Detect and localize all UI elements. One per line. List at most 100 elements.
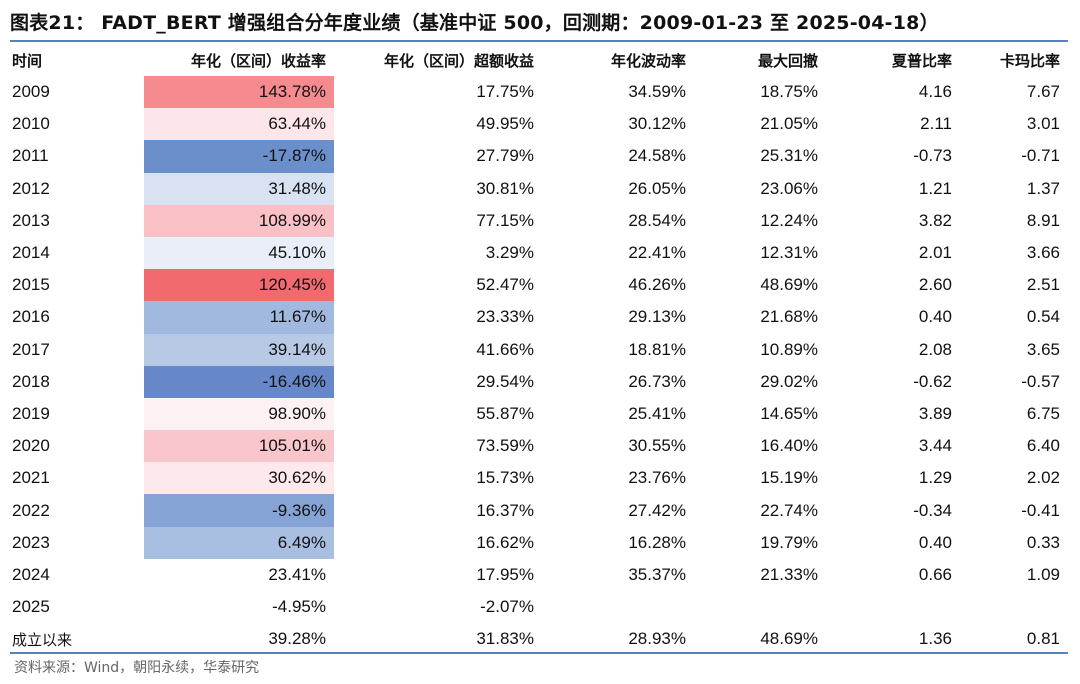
cell-calmar-ratio: -0.41 [1021, 500, 1060, 520]
bottom-rule [10, 652, 1068, 654]
table-row: 2012 31.48% 30.81% 26.05% 23.06% 1.21 1.37 [10, 172, 1068, 205]
cell-sharpe-ratio: -0.62 [913, 371, 952, 391]
cell-calmar-ratio: 8.91 [1026, 210, 1060, 230]
cell-annual-excess-return: 17.95% [476, 564, 534, 584]
cell-annual-return: 39.28% [268, 629, 326, 649]
cell-sharpe-ratio: 2.01 [918, 243, 952, 263]
cell-sharpe-ratio: 0.40 [918, 307, 952, 327]
table-row: 2021 30.62% 15.73% 23.76% 15.19% 1.29 2.02 [10, 462, 1068, 495]
cell-year: 2025 [12, 597, 50, 617]
cell-calmar-ratio: 6.40 [1026, 436, 1060, 456]
table-row: 2018 -16.46% 29.54% 26.73% 29.02% -0.62 -0.57 [10, 365, 1068, 398]
table-row: 2017 39.14% 41.66% 18.81% 10.89% 2.08 3.65 [10, 333, 1068, 366]
cell-calmar-ratio: 1.37 [1026, 178, 1060, 198]
cell-year: 2010 [12, 114, 50, 134]
header-row: 时间 年化（区间）收益率 年化（区间）超额收益 年化波动率 最大回撤 夏普比率 … [10, 44, 1068, 76]
cell-annual-volatility: 26.73% [628, 371, 686, 391]
cell-annual-volatility: 26.05% [628, 178, 686, 198]
cell-year: 2020 [12, 436, 50, 456]
table-row: 2016 11.67% 23.33% 29.13% 21.68% 0.40 0.54 [10, 301, 1068, 334]
cell-max-drawdown: 16.40% [760, 436, 818, 456]
cell-annual-excess-return: 77.15% [476, 210, 534, 230]
cell-annual-excess-return: 31.83% [476, 629, 534, 649]
cell-annual-excess-return: 16.37% [476, 500, 534, 520]
cell-year: 2018 [12, 371, 50, 391]
cell-annual-excess-return: 15.73% [476, 468, 534, 488]
cell-max-drawdown: 22.74% [760, 500, 818, 520]
cell-year: 2014 [12, 243, 50, 263]
cell-annual-return: 105.01% [144, 430, 334, 463]
header-annual-excess-return: 年化（区间）超额收益 [383, 51, 534, 70]
cell-year: 2009 [12, 82, 50, 102]
table-row: 2013 108.99% 77.15% 28.54% 12.24% 3.82 8.91 [10, 204, 1068, 237]
cell-annual-excess-return: 55.87% [476, 403, 534, 423]
cell-calmar-ratio: 2.51 [1026, 275, 1060, 295]
cell-year: 2021 [12, 468, 50, 488]
summary-row: 成立以来 39.28% 31.83% 28.93% 48.69% 1.36 0.81 [10, 623, 1068, 655]
top-rule [10, 40, 1068, 42]
cell-max-drawdown [694, 591, 826, 623]
cell-sharpe-ratio: -0.34 [913, 500, 952, 520]
cell-sharpe-ratio: 3.82 [918, 210, 952, 230]
cell-year: 2013 [12, 210, 50, 230]
table-row: 2015 120.45% 52.47% 46.26% 48.69% 2.60 2.51 [10, 269, 1068, 302]
cell-annual-return: 23.41% [268, 564, 326, 584]
cell-annual-return: 98.90% [144, 397, 334, 431]
cell-calmar-ratio [960, 591, 1068, 623]
cell-annual-volatility: 27.42% [628, 500, 686, 520]
cell-annual-excess-return: 27.79% [476, 146, 534, 166]
cell-annual-excess-return: 41.66% [476, 339, 534, 359]
cell-annual-volatility: 34.59% [628, 82, 686, 102]
cell-annual-volatility: 18.81% [628, 339, 686, 359]
cell-max-drawdown: 21.33% [760, 564, 818, 584]
cell-annual-excess-return: 23.33% [476, 307, 534, 327]
cell-year: 2016 [12, 307, 50, 327]
cell-sharpe-ratio: 1.36 [918, 629, 952, 649]
cell-annual-return: -4.95% [272, 597, 326, 617]
cell-annual-volatility: 24.58% [628, 146, 686, 166]
cell-sharpe-ratio: 1.21 [918, 178, 952, 198]
cell-annual-return: 45.10% [144, 236, 334, 270]
cell-annual-volatility: 35.37% [628, 564, 686, 584]
table-row: 2009 143.78% 17.75% 34.59% 18.75% 4.16 7.67 [10, 76, 1068, 109]
cell-annual-return: 143.78% [144, 76, 334, 109]
cell-year: 2023 [12, 532, 50, 552]
cell-sharpe-ratio: 1.29 [918, 468, 952, 488]
cell-annual-return: -16.46% [144, 365, 334, 398]
table-row: 2023 6.49% 16.62% 16.28% 19.79% 0.40 0.33 [10, 526, 1068, 559]
cell-year: 2024 [12, 564, 50, 584]
cell-annual-excess-return: 16.62% [476, 532, 534, 552]
cell-sharpe-ratio: 3.44 [918, 436, 952, 456]
cell-calmar-ratio: 2.02 [1026, 468, 1060, 488]
cell-max-drawdown: 23.06% [760, 178, 818, 198]
cell-max-drawdown: 10.89% [760, 339, 818, 359]
cell-calmar-ratio: 0.33 [1026, 532, 1060, 552]
cell-annual-volatility: 30.55% [628, 436, 686, 456]
cell-annual-return: 120.45% [144, 269, 334, 302]
cell-calmar-ratio: 7.67 [1026, 82, 1060, 102]
cell-annual-return: 31.48% [144, 172, 334, 205]
table-row: 2022 -9.36% 16.37% 27.42% 22.74% -0.34 -0.41 [10, 494, 1068, 527]
cell-year: 2019 [12, 403, 50, 423]
cell-sharpe-ratio: -0.73 [913, 146, 952, 166]
cell-annual-excess-return: -2.07% [480, 597, 534, 617]
cell-annual-volatility: 25.41% [628, 403, 686, 423]
cell-max-drawdown: 21.05% [760, 114, 818, 134]
cell-sharpe-ratio: 0.40 [918, 532, 952, 552]
cell-max-drawdown: 15.19% [760, 468, 818, 488]
cell-annual-return: 30.62% [144, 462, 334, 495]
cell-max-drawdown: 48.69% [760, 629, 818, 649]
cell-calmar-ratio: 0.54 [1026, 307, 1060, 327]
cell-annual-return: -17.87% [144, 140, 334, 173]
cell-year: 2015 [12, 275, 50, 295]
header-annual-volatility: 年化波动率 [610, 51, 686, 70]
cell-calmar-ratio: -0.71 [1021, 146, 1060, 166]
cell-annual-excess-return: 49.95% [476, 114, 534, 134]
cell-max-drawdown: 21.68% [760, 307, 818, 327]
cell-annual-excess-return: 17.75% [476, 82, 534, 102]
cell-max-drawdown: 12.31% [760, 243, 818, 263]
source-note: 资料来源：Wind，朝阳永续，华泰研究 [14, 660, 260, 676]
header-calmar-ratio: 卡玛比率 [999, 51, 1060, 70]
cell-annual-return: 108.99% [144, 204, 334, 237]
cell-annual-volatility [542, 591, 694, 623]
